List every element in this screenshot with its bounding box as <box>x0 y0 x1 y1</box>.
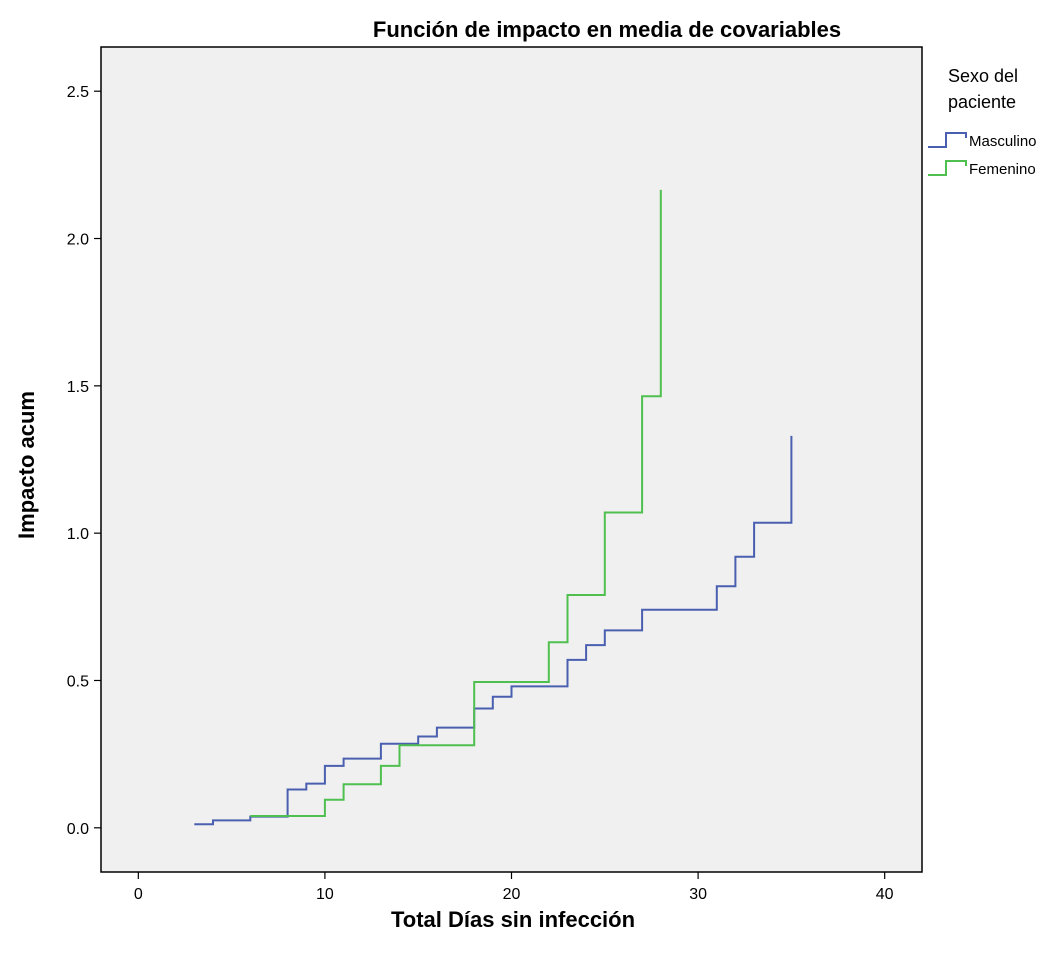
x-axis-label: Total Días sin infección <box>391 907 635 932</box>
series-layer <box>194 189 793 826</box>
y-tick-label: 1.5 <box>67 379 89 396</box>
y-axis-label: Impacto acum <box>14 391 39 539</box>
x-tick-label: 30 <box>689 886 707 903</box>
x-tick-label: 20 <box>503 886 521 903</box>
y-axis: 0.0 0.5 1.0 1.5 2.0 2.5 <box>67 84 101 838</box>
legend-label-masculino: Masculino <box>969 133 1037 150</box>
x-tick-label: 40 <box>876 886 894 903</box>
series-line-femenino <box>250 189 662 817</box>
y-tick-label: 0.5 <box>67 673 89 690</box>
y-tick-label: 0.0 <box>67 821 89 838</box>
legend-swatch-femenino <box>928 160 967 176</box>
chart-title: Función de impacto en media de covariabl… <box>373 17 841 42</box>
legend-title-line-2: paciente <box>948 92 1016 112</box>
legend-swatch-masculino <box>928 132 967 148</box>
x-tick-label: 0 <box>134 886 143 903</box>
legend-items: Masculino Femenino <box>928 132 1037 178</box>
legend-title-line-1: Sexo del <box>948 66 1018 86</box>
x-axis: 0 10 20 30 40 <box>134 872 894 903</box>
x-tick-label: 10 <box>316 886 334 903</box>
plot-area <box>100 46 923 873</box>
y-tick-label: 1.0 <box>67 526 89 543</box>
legend-label-femenino: Femenino <box>969 161 1036 178</box>
y-tick-label: 2.0 <box>67 232 89 249</box>
y-tick-label: 2.5 <box>67 84 89 101</box>
legend: Sexo del paciente Masculino Femenino <box>928 66 1037 178</box>
